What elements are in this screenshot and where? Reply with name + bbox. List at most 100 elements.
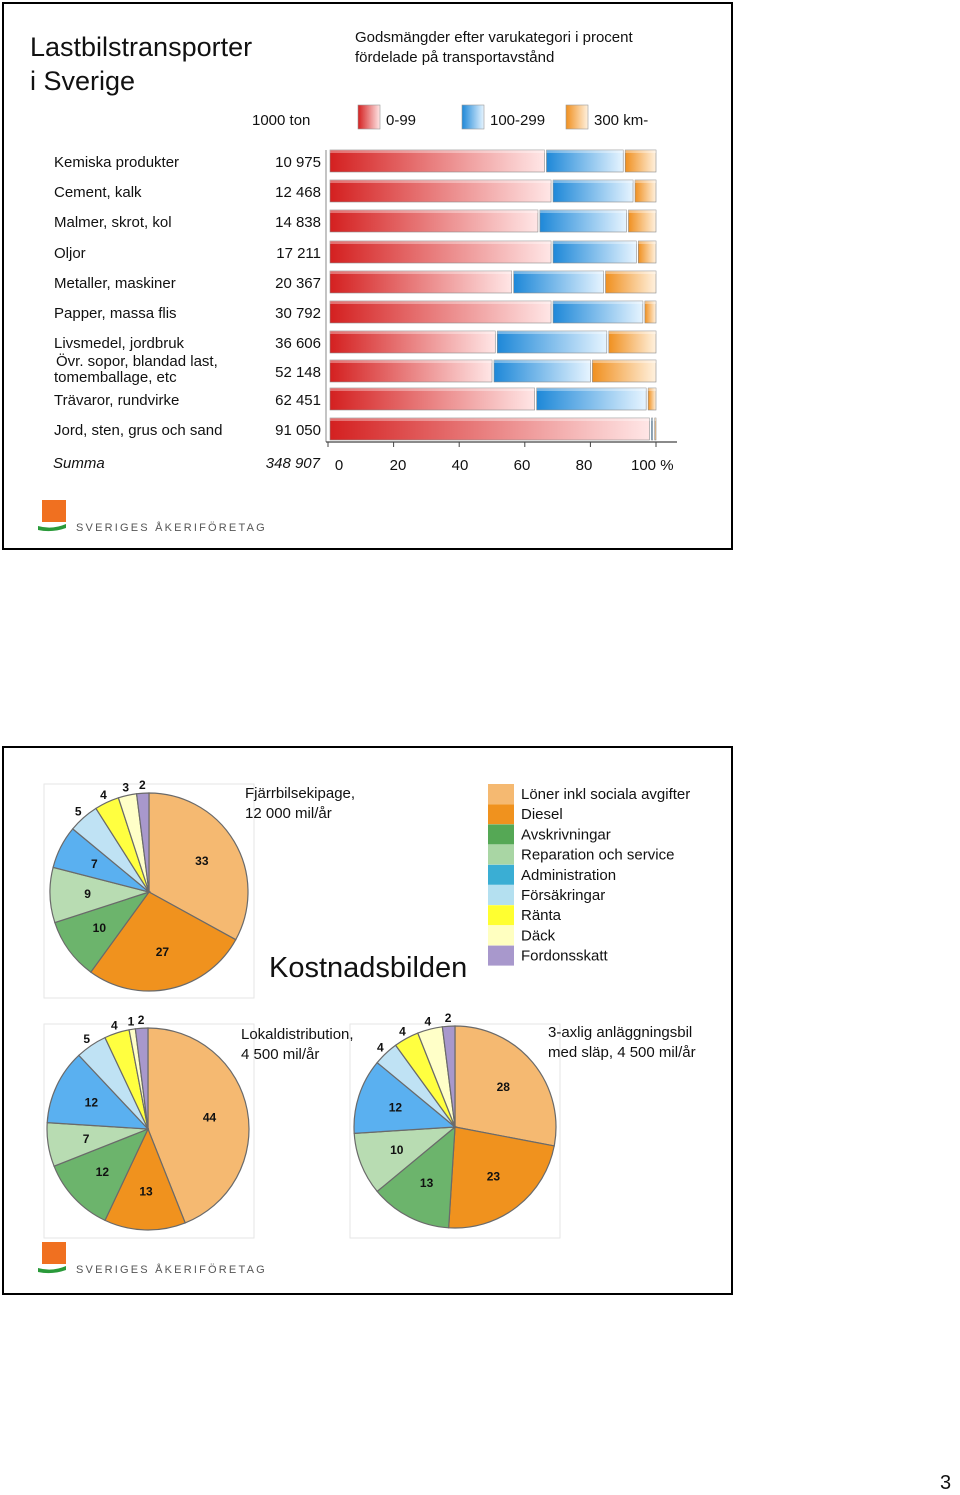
- bar-highlight: [553, 301, 643, 304]
- legend-label: Löner inkl sociala avgifter: [521, 786, 690, 803]
- pie-data-label: 2: [138, 1013, 145, 1027]
- legend-label: Fordonsskatt: [521, 948, 609, 965]
- tonnage-value: 14 838: [275, 214, 321, 231]
- pie-data-label: 3: [122, 781, 129, 795]
- bar-highlight: [651, 418, 653, 421]
- bar-highlight: [546, 150, 624, 153]
- bar-highlight: [625, 150, 656, 153]
- x-tick-label: 100 %: [631, 457, 674, 474]
- category-label: Övr. sopor, blandad last,: [56, 352, 218, 370]
- pie-slice: [448, 1126, 555, 1229]
- pie-title-line2: 12 000 mil/år: [245, 805, 332, 822]
- bar-highlight: [330, 210, 538, 213]
- pie-data-label: 2: [139, 778, 146, 792]
- bar-0-99: [329, 209, 539, 233]
- bar-300 km-: [628, 209, 657, 233]
- logo-icon: [38, 1242, 66, 1274]
- bar-0-99: [329, 330, 496, 354]
- pie-data-label: 2: [445, 1011, 452, 1025]
- pie-title-line1: Lokaldistribution,: [241, 1026, 354, 1043]
- bar-100-299: [536, 387, 647, 411]
- pie-slice: [376, 1125, 456, 1229]
- legend-label-1: 100-299: [490, 112, 545, 129]
- x-tick-label: 60: [514, 457, 531, 474]
- freight-panel: Lastbilstransporter i Sverige Godsmängde…: [2, 2, 733, 550]
- bar-chart: 1000 ton 0-99 100-299 300 km- Kemiska produk…: [53, 104, 677, 474]
- cost-panel: 33 27 10 9 7 5 4 3 2 Fjärrbilsekipage, 12 000 mil/…: [2, 746, 733, 1295]
- bar-300 km-: [634, 179, 657, 203]
- pie-slice: [104, 1127, 186, 1231]
- bar-highlight: [330, 180, 552, 183]
- bar-highlight: [494, 360, 591, 363]
- bar-highlight: [536, 388, 647, 391]
- tonnage-value: 20 367: [275, 275, 321, 292]
- chart-subtitle: Godsmängder efter varukategori i procent…: [355, 29, 633, 66]
- legend-label: Diesel: [521, 806, 563, 823]
- bar-highlight: [654, 418, 656, 421]
- bar-0-99: [329, 270, 512, 294]
- legend-swatch: [488, 925, 514, 946]
- legend-label: Administration: [521, 867, 616, 884]
- pie-title-line1: Fjärrbilsekipage,: [245, 785, 355, 802]
- pie-data-label: 33: [195, 854, 209, 868]
- bar-highlight: [644, 301, 656, 304]
- bar-100-299: [546, 149, 624, 173]
- bar-highlight: [330, 360, 492, 363]
- bar-highlight: [497, 331, 607, 334]
- legend-label: Försäkringar: [521, 887, 605, 904]
- bar-highlight: [592, 360, 656, 363]
- tonnage-value: 17 211: [276, 245, 321, 262]
- category-label: Livsmedel, jordbruk: [54, 335, 185, 352]
- pie-data-label: 10: [390, 1143, 404, 1157]
- legend-swatch: [488, 885, 514, 905]
- legend-label: Däck: [521, 927, 556, 944]
- logo: SVERIGES ÅKERIFÖRETAG: [38, 500, 265, 541]
- logo-text: SVERIGES ÅKERIFÖRETAG: [76, 1264, 267, 1276]
- legend-swatch: [488, 864, 514, 885]
- pie-title-line1: 3-axlig anläggningsbil: [548, 1024, 692, 1041]
- legend-swatch-2: [565, 104, 589, 130]
- legend-swatch: [488, 784, 514, 804]
- pie-data-label: 44: [203, 1110, 217, 1124]
- pie-data-label: 4: [100, 788, 107, 802]
- pie-slice: [454, 1025, 557, 1147]
- summa-label: Summa: [53, 455, 105, 472]
- tonnage-value: 12 468: [275, 184, 321, 201]
- bar-100-299: [552, 300, 644, 324]
- legend-label-0: 0-99: [386, 112, 416, 129]
- pie-data-label: 4: [377, 1041, 384, 1055]
- bar-highlight: [608, 331, 656, 334]
- bar-300 km-: [608, 330, 657, 354]
- x-tick-label: 0: [335, 457, 343, 474]
- bar-0-99: [329, 387, 535, 411]
- bar-highlight: [330, 388, 535, 391]
- bar-100-299: [552, 240, 637, 264]
- legend-swatch-0: [357, 104, 381, 130]
- pie-title-line2: 4 500 mil/år: [241, 1046, 319, 1063]
- pie-data-label: 27: [156, 945, 170, 959]
- legend-swatch: [488, 824, 514, 845]
- pie-data-label: 7: [91, 857, 98, 871]
- bar-highlight: [638, 241, 656, 244]
- pie-slice: [53, 1127, 150, 1222]
- bar-0-99: [329, 300, 552, 324]
- bar-0-99: [329, 179, 552, 203]
- pie-data-label: 12: [96, 1165, 110, 1179]
- bar-100-299: [496, 330, 608, 354]
- pie-data-label: 1: [128, 1014, 135, 1028]
- pie-slice: [89, 891, 237, 992]
- pie-slice: [353, 1061, 457, 1134]
- bar-0-99: [329, 149, 545, 173]
- tonnage-value: 52 148: [275, 364, 321, 381]
- bar-300 km-: [624, 149, 657, 173]
- bar-300 km-: [592, 359, 657, 383]
- cost-title: Kostnadsbilden: [269, 952, 468, 984]
- tonnage-value: 10 975: [275, 154, 321, 171]
- pie-slice: [148, 792, 249, 941]
- x-tick-label: 40: [452, 457, 469, 474]
- legend-swatch: [488, 844, 514, 865]
- bar-300 km-: [654, 417, 657, 441]
- pie-data-label: 12: [389, 1101, 403, 1115]
- category-label: Oljor: [54, 245, 86, 262]
- pie-frame: [349, 1023, 561, 1239]
